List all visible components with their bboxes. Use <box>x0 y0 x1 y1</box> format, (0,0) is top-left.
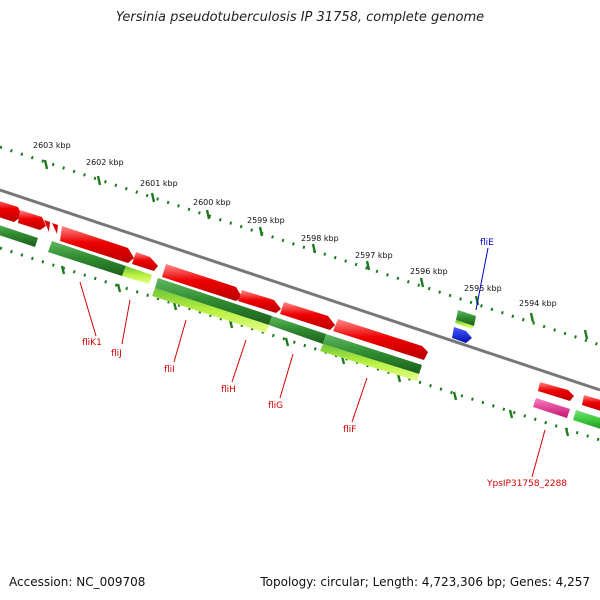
gene-label-flik1[interactable]: fliK1 <box>82 338 102 348</box>
cds-feature[interactable] <box>280 302 335 330</box>
gene-label-flif[interactable]: fliF <box>343 425 356 435</box>
cds-feature[interactable] <box>48 241 126 276</box>
cds-feature[interactable] <box>52 223 58 234</box>
misc-feature[interactable] <box>533 398 570 418</box>
cds-feature[interactable] <box>538 382 574 401</box>
cds-feature[interactable] <box>162 264 242 301</box>
cds-feature[interactable] <box>320 344 419 381</box>
cds-feature[interactable] <box>455 320 474 329</box>
scale-label: 2595 kbp <box>464 284 502 293</box>
cds-forward-track <box>0 198 600 412</box>
cds-feature[interactable] <box>155 278 272 325</box>
scale-label: 2594 kbp <box>519 299 557 308</box>
cds-feature[interactable] <box>18 210 46 230</box>
cds-feature[interactable] <box>573 410 600 430</box>
scale-label: 2599 kbp <box>247 216 285 225</box>
cds-feature[interactable] <box>0 222 38 247</box>
cds-feature[interactable] <box>122 266 152 284</box>
scale-label: 2603 kbp <box>33 141 71 150</box>
cds-feature[interactable] <box>152 288 269 333</box>
cds-feature[interactable] <box>44 220 50 232</box>
scale-label: 2596 kbp <box>410 267 448 276</box>
gene-label-flie[interactable]: fliE <box>480 238 494 248</box>
gene-label-flij[interactable]: fliJ <box>111 349 122 359</box>
scale-label: 2602 kbp <box>86 158 124 167</box>
cds-feature[interactable] <box>60 226 134 263</box>
gene-label-flii[interactable]: fliI <box>164 365 175 375</box>
cds-feature[interactable] <box>132 252 158 271</box>
label-callouts <box>79 247 546 478</box>
genome-backbone <box>0 188 600 392</box>
cds-green-track <box>0 222 600 430</box>
gene-label-flig[interactable]: fliG <box>268 401 283 411</box>
cds-feature[interactable] <box>238 290 281 313</box>
outer-major-ticks <box>43 159 589 340</box>
cds-feature[interactable] <box>582 395 600 412</box>
genome-summary-text: Topology: circular; Length: 4,723,306 bp… <box>260 575 590 589</box>
inner-major-ticks <box>60 265 570 437</box>
cds-feature[interactable] <box>323 334 422 374</box>
scale-label: 2601 kbp <box>140 179 178 188</box>
scale-label: 2597 kbp <box>355 251 393 260</box>
cds-feature[interactable] <box>0 198 22 222</box>
accession-text: Accession: NC_009708 <box>9 575 146 589</box>
gene-label-ypsip31758-2288[interactable]: YpsIP31758_2288 <box>486 479 567 489</box>
scale-label: 2600 kbp <box>193 198 231 207</box>
genome-title: Yersinia pseudotuberculosis IP 31758, co… <box>115 10 485 25</box>
cds-feature[interactable] <box>333 319 428 360</box>
cds-feature[interactable] <box>269 316 326 344</box>
scale-label: 2598 kbp <box>301 234 339 243</box>
rna-feature[interactable] <box>452 327 472 343</box>
cds-feature[interactable] <box>456 310 476 326</box>
gene-label-flih[interactable]: fliH <box>221 385 236 395</box>
